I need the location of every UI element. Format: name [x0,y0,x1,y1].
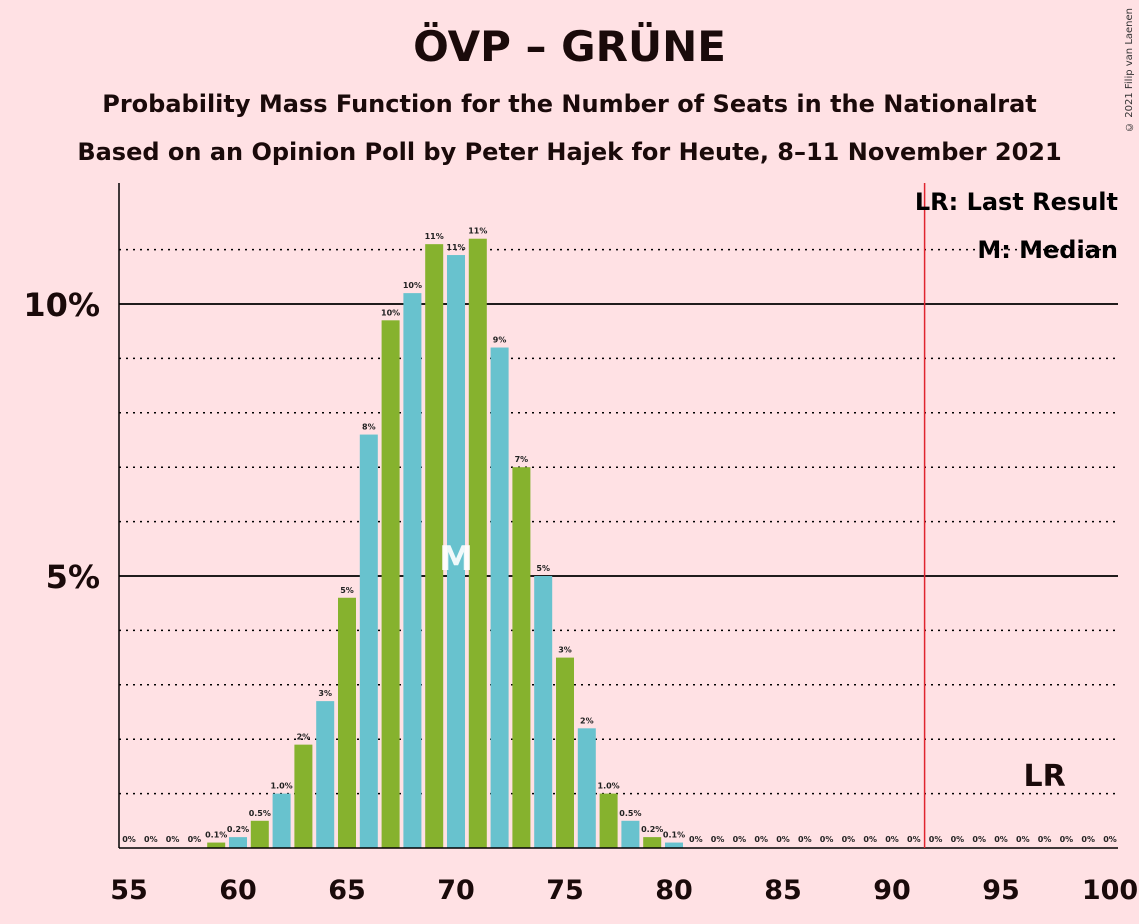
last-result-marker: LR [1023,759,1065,794]
x-tick-label-95: 95 [982,875,1020,906]
bar-seat-72 [490,347,509,848]
data-label-seat-92: 0% [929,835,943,844]
bar-seat-79 [643,837,662,848]
bar-seat-67 [381,320,400,848]
axes: 55 60 65 70 75 80 85 90 95 100 5% 10% [23,183,1138,906]
data-label-seat-55: 0% [122,835,136,844]
data-label-seat-75: 3% [558,646,572,655]
data-label-seat-72: 9% [493,336,507,345]
data-label-seat-73: 7% [515,455,529,464]
data-label-seat-74: 5% [536,564,550,573]
x-tick-label-70: 70 [437,875,475,906]
data-label-seat-66: 8% [362,423,376,432]
bar-data-labels: 0% 0% 0% 0% 0.1%0.2%0.5%1.0%2%3%5%8%10%10%11… [122,227,1117,844]
bar-seat-77 [599,793,618,848]
bar-seat-76 [577,728,596,848]
data-label-seat-80: 0.1% [663,831,685,840]
data-label-seat-89: 0% [863,835,877,844]
data-label-seat-64: 3% [318,689,332,698]
data-label-seat-81: 0% [689,835,703,844]
chart-title: ÖVP – GRÜNE [413,22,726,71]
data-label-seat-62: 1.0% [271,782,293,791]
data-label-seat-87: 0% [820,835,834,844]
data-label-seat-56: 0% [144,835,158,844]
bar-seat-59 [207,842,226,848]
data-label-seat-83: 0% [733,835,747,844]
bar-seat-71 [468,238,487,849]
x-tick-label-60: 60 [219,875,257,906]
bar-seat-75 [556,657,574,848]
data-label-seat-68: 10% [403,281,422,290]
legend-median: M: Median [977,236,1118,264]
data-label-seat-90: 0% [885,835,899,844]
x-tick-label-65: 65 [328,875,366,906]
data-label-seat-71: 11% [468,227,487,236]
bar-seat-73 [512,467,531,848]
data-label-seat-91: 0% [907,835,921,844]
data-label-seat-95: 0% [994,835,1008,844]
chart-subtitle: Probability Mass Function for the Number… [102,90,1037,118]
x-tick-label-75: 75 [546,875,584,906]
x-tick-label-85: 85 [764,875,802,906]
grid-lines [119,248,1118,795]
y-tick-label-5: 5% [46,558,100,596]
data-label-seat-77: 1.0% [598,782,620,791]
data-label-seat-79: 0.2% [641,825,663,834]
data-label-seat-69: 11% [425,232,444,241]
bar-seat-70 [447,255,465,849]
chart-subtitle-source: Based on an Opinion Poll by Peter Hajek … [77,138,1062,166]
bar-seat-69 [425,244,444,848]
data-label-seat-63: 2% [297,733,311,742]
bar-seat-80 [665,842,683,848]
data-label-seat-70: 11% [446,243,465,252]
data-label-seat-82: 0% [711,835,725,844]
bar-seat-60 [229,837,247,848]
data-label-seat-99: 0% [1081,835,1095,844]
data-label-seat-61: 0.5% [249,809,271,818]
y-tick-label-10: 10% [23,286,100,324]
bar-seat-74 [534,576,553,848]
median-marker: M [439,539,473,579]
data-label-seat-97: 0% [1038,835,1052,844]
data-label-seat-57: 0% [166,835,180,844]
bar-seat-68 [403,293,422,848]
x-tick-label-100: 100 [1082,875,1138,906]
data-label-seat-93: 0% [951,835,965,844]
x-tick-label-90: 90 [873,875,911,906]
bar-seat-66 [359,434,378,848]
data-label-seat-67: 10% [381,308,400,317]
data-label-seat-76: 2% [580,716,594,725]
data-label-seat-58: 0% [188,835,202,844]
markers: LR M [439,183,1066,848]
data-label-seat-94: 0% [972,835,986,844]
data-label-seat-98: 0% [1060,835,1074,844]
data-label-seat-59: 0.1% [205,831,227,840]
data-label-seat-86: 0% [798,835,812,844]
data-label-seat-84: 0% [754,835,768,844]
data-label-seat-65: 5% [340,586,354,595]
x-tick-label-55: 55 [110,875,148,906]
bar-seat-64 [316,701,335,848]
bars [207,238,683,849]
bar-seat-63 [294,744,313,848]
data-label-seat-100: 0% [1103,835,1117,844]
data-label-seat-78: 0.5% [619,809,641,818]
data-label-seat-60: 0.2% [227,825,249,834]
bar-seat-65 [338,597,356,848]
bar-seat-62 [272,793,291,848]
bar-seat-78 [621,820,640,848]
data-label-seat-88: 0% [842,835,856,844]
x-tick-label-80: 80 [655,875,693,906]
legend-last-result: LR: Last Result [915,188,1118,216]
bar-seat-61 [250,820,269,848]
data-label-seat-96: 0% [1016,835,1030,844]
data-label-seat-85: 0% [776,835,790,844]
